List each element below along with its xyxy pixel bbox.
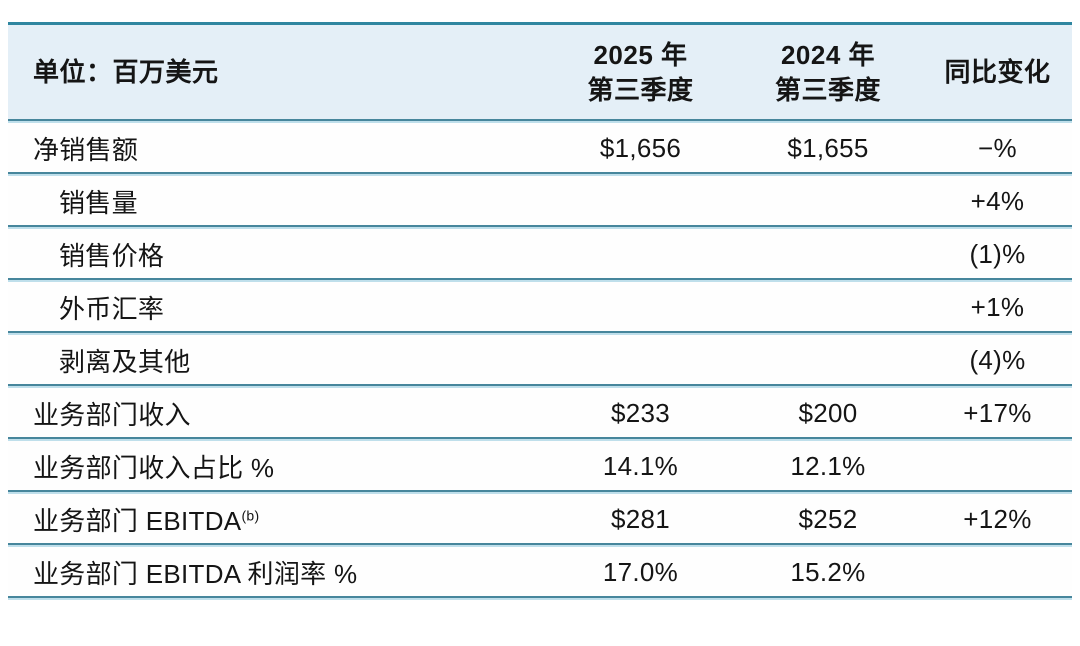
yoy-change-cell: −% — [923, 121, 1072, 176]
header-row: 单位：百万美元 2025 年 第三季度 2024 年 第三季度 同比变化 — [8, 22, 1072, 123]
header-2025-line2: 第三季度 — [587, 74, 694, 105]
row-label: 业务部门 EBITDA — [33, 505, 242, 536]
value-2025-cell — [548, 333, 733, 388]
value-2024-cell: 12.1% — [733, 439, 923, 494]
yoy-change-cell: +4% — [923, 174, 1072, 229]
header-2025-line1: 2025 年 — [593, 39, 688, 70]
table-row-segment-ebitda-margin: 业务部门 EBITDA 利润率 % 17.0% 15.2% — [8, 545, 1072, 600]
row-label-cell: 剥离及其他 — [8, 333, 548, 388]
value-2025-cell — [548, 174, 733, 229]
row-label: 业务部门收入占比 % — [33, 452, 275, 483]
header-col-2024-q3: 2024 年 第三季度 — [733, 22, 923, 123]
value-2024-cell: $1,655 — [733, 121, 923, 176]
header-2024-line1: 2024 年 — [780, 39, 876, 70]
row-label-cell: 业务部门收入 — [8, 386, 548, 441]
row-label: 销售价格 — [59, 240, 165, 271]
yoy-change-cell — [923, 545, 1072, 600]
row-label: 销售量 — [59, 187, 138, 218]
header-col-2025-q3: 2025 年 第三季度 — [548, 22, 733, 123]
footnote-sup: (b) — [241, 506, 260, 523]
yoy-change-cell: +1% — [923, 280, 1072, 335]
value-2025-cell — [548, 227, 733, 282]
table-header: 单位：百万美元 2025 年 第三季度 2024 年 第三季度 同比变化 — [8, 22, 1072, 123]
value-2025-cell: 17.0% — [548, 545, 733, 600]
value-2025-cell: $1,656 — [548, 121, 733, 176]
financial-summary-table: 单位：百万美元 2025 年 第三季度 2024 年 第三季度 同比变化 净销售… — [8, 22, 1072, 600]
table-row-segment-ebitda: 业务部门 EBITDA(b) $281 $252 +12% — [8, 492, 1072, 547]
header-unit-label: 单位：百万美元 — [8, 22, 548, 123]
row-label: 剥离及其他 — [59, 346, 191, 377]
row-label-cell: 销售量 — [8, 174, 548, 229]
table-row-segment-income: 业务部门收入 $233 $200 +17% — [8, 386, 1072, 441]
yoy-change-cell: +12% — [923, 492, 1072, 547]
table-row-divestitures-other: 剥离及其他 (4)% — [8, 333, 1072, 388]
table-row-net-sales: 净销售额 $1,656 $1,655 −% — [8, 121, 1072, 176]
row-label-cell: 业务部门 EBITDA(b) — [8, 492, 548, 547]
yoy-change-cell — [923, 439, 1072, 494]
value-2024-cell: 15.2% — [733, 545, 923, 600]
table-row-sales-price: 销售价格 (1)% — [8, 227, 1072, 282]
value-2025-cell: $281 — [548, 492, 733, 547]
value-2024-cell — [733, 280, 923, 335]
financial-summary-table-wrap: 单位：百万美元 2025 年 第三季度 2024 年 第三季度 同比变化 净销售… — [8, 22, 1072, 600]
value-2024-cell — [733, 174, 923, 229]
value-2025-cell — [548, 280, 733, 335]
value-2024-cell: $252 — [733, 492, 923, 547]
value-2025-cell: 14.1% — [548, 439, 733, 494]
yoy-change-cell: (1)% — [923, 227, 1072, 282]
header-2024-line2: 第三季度 — [774, 74, 881, 105]
yoy-change-cell: +17% — [923, 386, 1072, 441]
header-col-yoy-change: 同比变化 — [923, 22, 1072, 123]
value-2024-cell — [733, 227, 923, 282]
table-body: 净销售额 $1,656 $1,655 −% 销售量 +4% 销售价格 (1)% … — [8, 121, 1072, 600]
row-label: 业务部门 EBITDA 利润率 % — [33, 558, 358, 589]
table-row-segment-income-margin: 业务部门收入占比 % 14.1% 12.1% — [8, 439, 1072, 494]
row-label-cell: 业务部门收入占比 % — [8, 439, 548, 494]
row-label: 净销售额 — [33, 134, 139, 165]
row-label-cell: 业务部门 EBITDA 利润率 % — [8, 545, 548, 600]
row-label-cell: 净销售额 — [8, 121, 548, 176]
row-label-cell: 外币汇率 — [8, 280, 548, 335]
table-row-sales-volume: 销售量 +4% — [8, 174, 1072, 229]
value-2024-cell — [733, 333, 923, 388]
row-label: 外币汇率 — [59, 293, 165, 324]
table-row-fx: 外币汇率 +1% — [8, 280, 1072, 335]
yoy-change-cell: (4)% — [923, 333, 1072, 388]
value-2024-cell: $200 — [733, 386, 923, 441]
row-label-cell: 销售价格 — [8, 227, 548, 282]
row-label: 业务部门收入 — [33, 399, 191, 430]
value-2025-cell: $233 — [548, 386, 733, 441]
